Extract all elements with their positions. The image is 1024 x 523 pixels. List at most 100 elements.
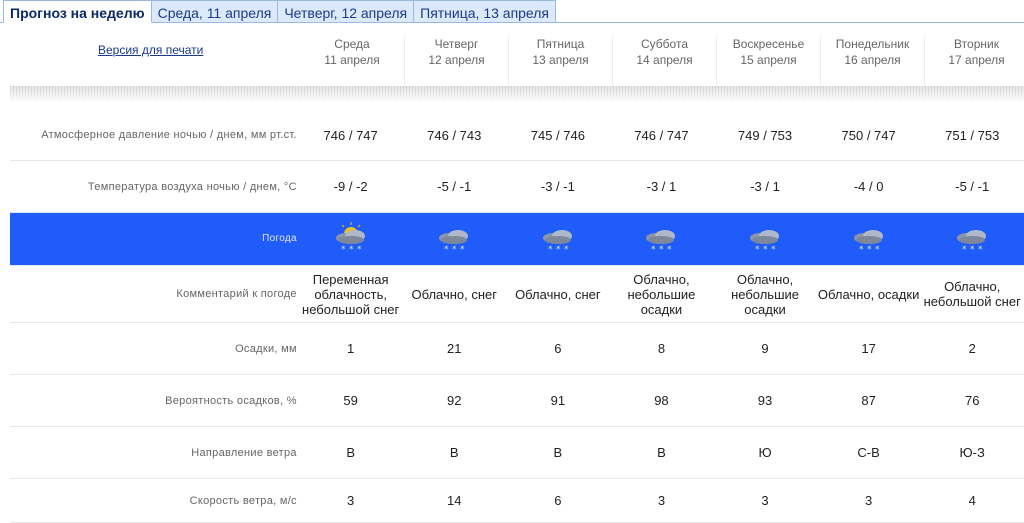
day-header: Воскресенье 15 апреля — [716, 36, 820, 86]
cell-pressure: 751 / 753 — [945, 127, 1000, 143]
row-label: Скорость ветра, м/с — [189, 494, 297, 507]
svg-text:*: * — [452, 245, 457, 255]
cell-wind_speed: 4 — [968, 493, 976, 508]
cell-temp: -4 / 0 — [853, 179, 884, 194]
row-wind_dir: Направление ветра В В В В Ю С-В Ю-З — [10, 427, 1024, 479]
print-version-link[interactable]: Версия для печати — [98, 43, 204, 57]
day-date: 12 апреля — [428, 53, 485, 67]
cell-prob: 59 — [343, 393, 358, 408]
cell-wind_dir: С-В — [857, 445, 880, 460]
cloudy-precip-icon: * * * — [817, 222, 921, 256]
svg-text:*: * — [867, 245, 872, 255]
cell-precip: 8 — [657, 341, 666, 356]
cell-temp: -3 / 1 — [750, 179, 780, 194]
cell-precip: 2 — [968, 341, 976, 356]
tab-1[interactable]: Среда, 11 апреля — [151, 0, 279, 23]
cell-comment: Облачно, снег — [411, 286, 498, 302]
svg-text:*: * — [556, 245, 561, 255]
svg-text:*: * — [651, 245, 656, 255]
cell-pressure: 746 / 747 — [634, 127, 689, 143]
day-date: 14 апреля — [636, 53, 693, 67]
cell-pressure: 746 / 743 — [427, 127, 482, 143]
cell-wind_dir: В — [346, 445, 355, 460]
cell-wind_speed: 3 — [657, 493, 666, 508]
day-header: Вторник 17 апреля — [924, 36, 1024, 86]
day-header: Суббота 14 апреля — [612, 36, 716, 86]
svg-text:*: * — [970, 245, 975, 255]
row-label: Осадки, мм — [235, 342, 297, 355]
cell-wind_dir: В — [657, 445, 666, 460]
cell-prob: 98 — [654, 393, 669, 408]
svg-text:*: * — [349, 245, 354, 255]
svg-text:*: * — [564, 245, 569, 255]
cell-pressure: 749 / 753 — [737, 127, 793, 143]
svg-text:*: * — [755, 245, 760, 255]
svg-text:*: * — [962, 245, 967, 255]
cell-prob: 76 — [964, 393, 980, 408]
day-header: Среда 11 апреля — [300, 36, 404, 86]
cell-wind_dir: В — [553, 445, 563, 460]
tab-bar: Прогноз на неделю Среда, 11 апреля Четверг… — [0, 0, 1024, 23]
row-label: Температура воздуха ночью / днем, °C — [87, 180, 297, 193]
cell-wind_dir: В — [449, 445, 459, 460]
cell-wind_speed: 3 — [761, 493, 769, 508]
ruler-divider — [10, 86, 1024, 102]
row-wind_speed: Скорость ветра, м/с 3 14 6 3 3 3 4 — [10, 479, 1024, 523]
svg-text:*: * — [444, 245, 449, 255]
row-precip: Осадки, мм 1 21 6 8 9 17 2 — [10, 323, 1024, 375]
day-date: 15 апреля — [740, 53, 797, 67]
cell-temp: -3 / 1 — [646, 179, 677, 194]
row-temp: Температура воздуха ночью / днем, °C -9 /… — [10, 161, 1024, 213]
cell-prob: 91 — [550, 393, 566, 408]
cell-prob: 92 — [447, 393, 462, 408]
cell-pressure: 750 / 747 — [841, 127, 896, 143]
day-name: Четверг — [434, 37, 479, 51]
cell-comment: Переменная облачность, небольшой снег — [302, 271, 400, 317]
svg-text:*: * — [771, 245, 776, 255]
cell-wind_speed: 14 — [447, 493, 462, 508]
day-date: 11 апреля — [324, 53, 380, 67]
cell-precip: 6 — [554, 341, 562, 356]
tab-2[interactable]: Четверг, 12 апреля — [278, 0, 415, 23]
day-date: 17 апреля — [948, 53, 1005, 67]
svg-text:*: * — [875, 245, 880, 255]
row-icon: Погода * * * * * * * * * * * * * * * * * * * * * — [10, 213, 1024, 266]
cloudy-snow-icon: * * * — [402, 222, 506, 256]
cloudy-light-precip-icon: * * * — [610, 222, 714, 256]
day-name: Вторник — [954, 37, 999, 51]
svg-text:*: * — [460, 245, 465, 255]
tab-0[interactable]: Прогноз на неделю — [3, 0, 152, 23]
day-name: Пятница — [536, 37, 585, 51]
cell-prob: 93 — [757, 393, 773, 408]
row-comment: Комментарий к погоде Переменная облачност… — [10, 266, 1024, 323]
svg-text:*: * — [357, 245, 362, 255]
svg-text:*: * — [667, 245, 672, 255]
cell-wind_dir: Ю-З — [959, 445, 985, 460]
svg-text:*: * — [659, 245, 664, 255]
cloudy-light-snow-icon: * * * — [920, 222, 1024, 256]
cell-temp: -5 / -1 — [437, 179, 472, 194]
day-header: Понедельник 16 апреля — [820, 36, 924, 86]
partly-cloudy-snow-icon: * * * — [299, 222, 403, 256]
tab-3[interactable]: Пятница, 13 апреля — [414, 0, 557, 23]
day-header: Пятница 13 апреля — [508, 36, 612, 86]
cell-precip: 9 — [761, 341, 769, 356]
cell-wind_speed: 6 — [554, 493, 562, 508]
cell-comment: Облачно, снег — [515, 286, 601, 302]
row-label: Комментарий к погоде — [176, 288, 297, 300]
cell-wind_speed: 3 — [347, 493, 355, 508]
row-label: Вероятность осадков, % — [165, 394, 297, 407]
svg-text:*: * — [341, 245, 346, 255]
cell-precip: 17 — [861, 341, 876, 356]
cell-wind_speed: 3 — [865, 493, 873, 508]
cell-comment: Облачно, небольшой снег — [923, 279, 1021, 309]
cell-pressure: 745 / 746 — [530, 127, 585, 143]
day-name: Суббота — [641, 37, 688, 51]
day-header: Четверг 12 апреля — [404, 36, 508, 86]
day-name: Понедельник — [835, 37, 910, 51]
svg-text:*: * — [548, 245, 553, 255]
cell-prob: 87 — [861, 393, 876, 408]
svg-text:*: * — [859, 245, 864, 255]
cell-comment: Облачно, небольшие осадки — [627, 271, 696, 317]
cell-temp: -3 / -1 — [540, 179, 575, 194]
